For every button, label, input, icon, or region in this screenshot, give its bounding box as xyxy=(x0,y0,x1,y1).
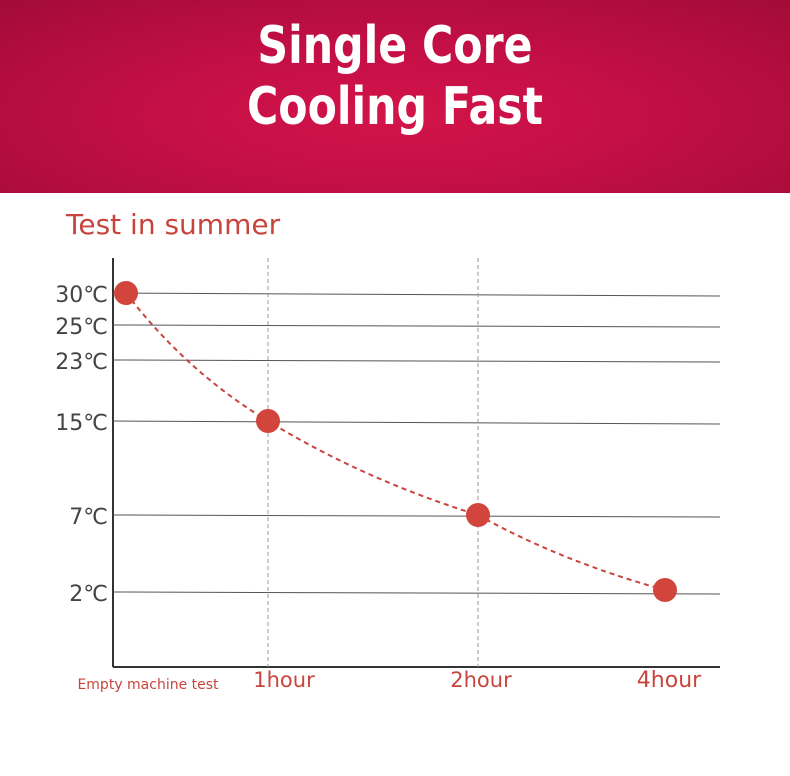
y-tick-label: 2℃ xyxy=(69,582,108,607)
y-tick-label: 30℃ xyxy=(55,283,108,308)
x-tick-label: Empty machine test xyxy=(77,677,219,693)
x-tick-label: 2hour xyxy=(450,668,512,692)
banner-title-line2: Cooling Fast xyxy=(246,77,543,137)
data-point xyxy=(466,503,490,527)
gridline-y xyxy=(112,420,721,425)
x-tick-label: 4hour xyxy=(637,668,702,693)
gridline-y xyxy=(112,514,721,518)
data-point xyxy=(114,281,138,305)
gridline-y xyxy=(112,359,721,363)
series-line xyxy=(125,292,666,591)
header-banner: Single Core Cooling Fast xyxy=(0,0,790,193)
x-tick-label: 1hour xyxy=(253,668,315,692)
data-point xyxy=(653,578,677,602)
chart-title: Test in summer xyxy=(66,208,281,241)
gridline-y xyxy=(112,591,721,595)
gridline-y xyxy=(112,324,721,328)
gridline-y xyxy=(112,292,721,297)
y-tick-label: 15℃ xyxy=(55,411,108,436)
banner-title-line1: Single Core xyxy=(257,16,533,76)
y-tick-label: 7℃ xyxy=(69,505,108,530)
y-tick-label: 23℃ xyxy=(55,350,108,375)
y-tick-label: 25℃ xyxy=(55,315,108,340)
data-point xyxy=(256,409,280,433)
